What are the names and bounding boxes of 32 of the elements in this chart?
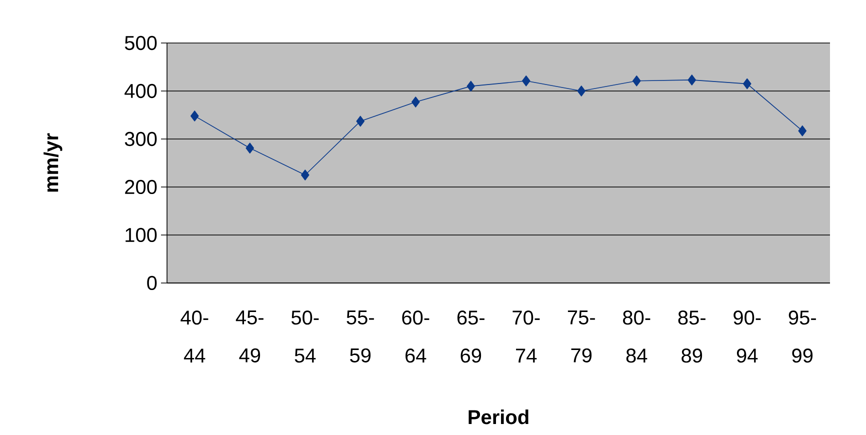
y-tick-label: 500 (124, 36, 157, 50)
point (688, 74, 696, 86)
x-tick-label: 90-94 (734, 310, 761, 363)
y-tick-label: 200 (125, 180, 157, 194)
x-tick-label: 65-69 (457, 310, 484, 363)
point (300, 170, 310, 180)
x-tick-label: 95-99 (788, 310, 816, 363)
y-tick-label: 400 (124, 84, 157, 98)
category-label: 50-54 (291, 310, 319, 363)
point (411, 96, 420, 108)
y-tick-label: 100 (126, 228, 157, 242)
point (742, 78, 752, 90)
category-label: 40-44 (180, 310, 208, 362)
point (466, 80, 476, 92)
point (798, 125, 807, 136)
x-tick-label: 80-84 (623, 310, 650, 363)
y-axis-title: mm/yr (44, 133, 62, 192)
point (356, 116, 365, 127)
x-tick-label: 75-79 (568, 310, 595, 362)
point (246, 142, 254, 154)
y-tick-label: 0 (147, 276, 157, 290)
point (577, 86, 586, 96)
x-tick-label: 60-64 (402, 310, 430, 363)
category-label: 70-74 (512, 310, 540, 362)
point (522, 76, 530, 86)
x-axis-title: Period (468, 410, 528, 424)
x-tick-label: 55-59 (346, 310, 374, 362)
x-tick-label: 85-89 (678, 310, 706, 363)
point (190, 110, 199, 122)
point (632, 76, 641, 86)
y-tick-label: 300 (124, 132, 157, 146)
x-tick-label: 45-49 (236, 310, 264, 362)
